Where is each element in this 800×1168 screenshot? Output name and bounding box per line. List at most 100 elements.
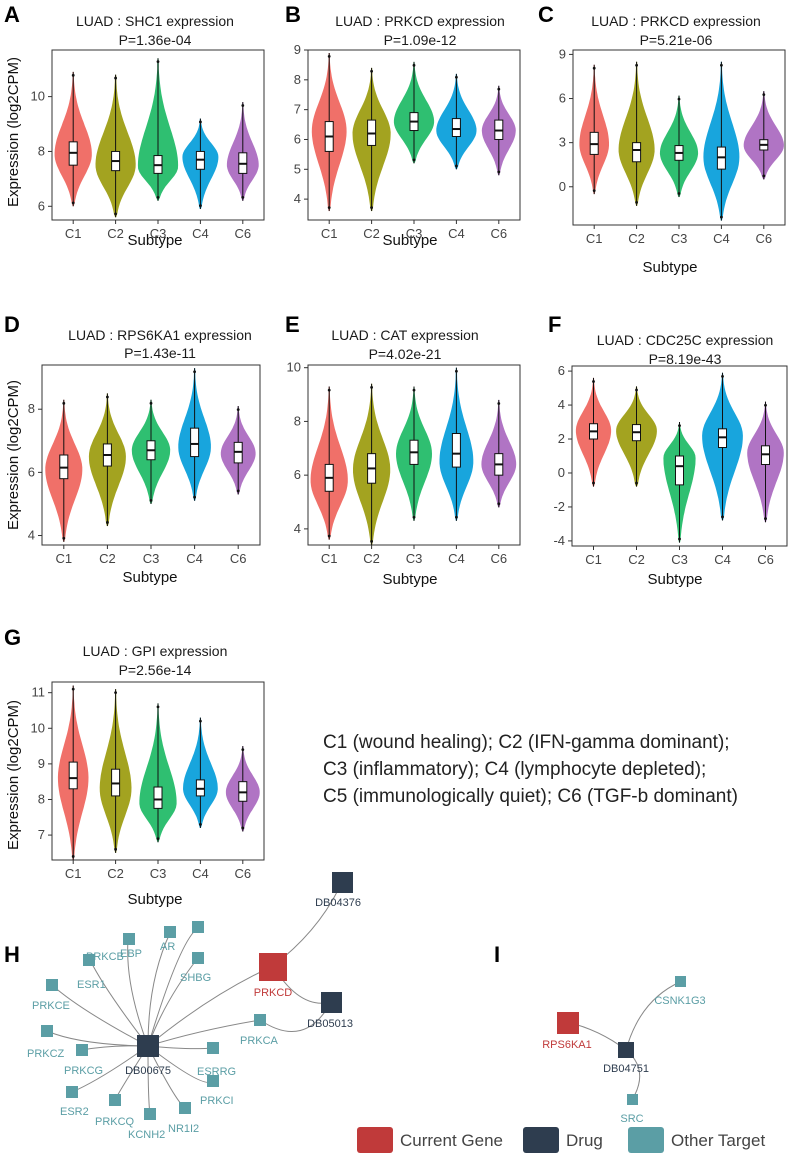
outlier-a-c2 [114, 76, 117, 80]
ytick-label-g: 8 [38, 791, 45, 806]
label-prkcz: PRKCZ [27, 1048, 65, 1060]
outlier-g-c4 [199, 719, 202, 723]
target-node-prkcg [76, 1044, 88, 1056]
panel-f: F LUAD : CDC25C expression P=8.19e-43 Su… [548, 312, 788, 588]
drug-node-db05013 [321, 992, 342, 1013]
outlier-e-c3 [412, 388, 416, 392]
ytick-label-g: 9 [38, 756, 45, 771]
drug-node-db00675 [137, 1035, 159, 1057]
caption-line-1: C1 (wound healing); C2 (IFN-gamma domina… [323, 732, 730, 753]
outlier-e-c4 [455, 369, 458, 373]
outlier-d-c2 [106, 521, 109, 524]
label-db05013: DB05013 [307, 1018, 353, 1030]
target-node-esrrg [207, 1042, 219, 1054]
xtick-label-b-c2: C2 [363, 226, 380, 241]
xtick-label-g-c6: C6 [234, 866, 251, 881]
target-node-prkca [254, 1014, 266, 1026]
plot-e: 4 6 8 10 C1 C2 C3 C4 C6 [287, 360, 521, 566]
ylabel-d: Expression (log2CPM) [5, 380, 22, 530]
xtick-label-b-c6: C6 [490, 226, 507, 241]
ytick-label-c: 0 [559, 179, 566, 194]
ytick-label-f: 0 [558, 465, 565, 480]
gene-node-prkcd [259, 953, 287, 981]
ytick-label-e: 6 [294, 467, 301, 482]
outlier-b-c1 [327, 54, 331, 58]
outlier-c-c6 [762, 174, 766, 178]
chart-title-a: LUAD : SHC1 expression [76, 13, 234, 29]
outlier-d-c2 [106, 395, 109, 399]
ytick-label-f: 2 [558, 431, 565, 446]
panel-i-network: I RPS6KA1 DB04751 CSNK1G3 SRC [494, 942, 706, 1125]
label-ebp: EBP [120, 948, 142, 960]
xtick-label-c-c6: C6 [755, 231, 772, 246]
ylabel-g: Expression (log2CPM) [5, 700, 22, 850]
label-src: SRC [620, 1113, 643, 1125]
plot-d: 4 6 8 C1 C2 C3 C4 C6 [28, 364, 261, 566]
xtick-label-e-c1: C1 [321, 551, 338, 566]
outlier-a-c4 [199, 204, 202, 208]
panel-c: C LUAD : PRKCD expression P=5.21e-06 Sub… [538, 2, 786, 276]
panel-label-d: D [4, 312, 20, 337]
outlier-e-c2 [370, 540, 373, 543]
ytick-label-f: -2 [553, 499, 565, 514]
target-node-nr1i2 [179, 1102, 191, 1114]
target-node-prkce [46, 979, 58, 991]
panel-e: E LUAD : CAT expression P=4.02e-21 Subty… [285, 312, 521, 588]
xtick-label-f-c6: C6 [757, 552, 774, 567]
ytick-label-f: -4 [553, 533, 565, 548]
outlier-c-c3 [677, 192, 681, 195]
subtype-caption: C1 (wound healing); C2 (IFN-gamma domina… [323, 732, 738, 807]
outlier-d-c6 [236, 408, 240, 412]
panel-label-g: G [4, 625, 21, 650]
box-g-c1 [68, 761, 78, 790]
label-prkce: PRKCE [32, 1000, 70, 1012]
xtick-label-c-c2: C2 [628, 231, 645, 246]
ytick-label-b: 7 [294, 102, 301, 117]
box-b-c4 [451, 118, 461, 137]
plot-b: 4 5 6 7 8 9 C1 C2 C3 C4 C6 [294, 42, 521, 241]
ytick-label-b: 6 [294, 131, 301, 146]
target-node-ebp [164, 926, 176, 938]
outlier-g-c2 [114, 691, 117, 695]
ytick-label-e: 10 [287, 360, 301, 375]
panel-g: G LUAD : GPI expression P=2.56e-14 Expre… [4, 625, 265, 908]
edge-db00675-prkcd [147, 965, 274, 1047]
ylabel-a: Expression (log2CPM) [5, 57, 22, 207]
panel-label-c: C [538, 2, 554, 27]
xtick-label-b-c3: C3 [406, 226, 423, 241]
xtick-label-a-c1: C1 [65, 226, 82, 241]
chart-pvalue-b: P=1.09e-12 [384, 32, 457, 48]
xtick-label-d-c4: C4 [186, 551, 203, 566]
panel-label-f: F [548, 312, 561, 337]
outlier-a-c6 [241, 104, 245, 107]
ytick-label-b: 8 [294, 72, 301, 87]
legend-label-target: Other Target [671, 1131, 765, 1150]
outlier-g-c3 [156, 837, 160, 841]
ytick-label-d: 6 [28, 464, 35, 479]
edge-db00675-prkcb [127, 939, 149, 1047]
target-node-prkcz [41, 1025, 53, 1037]
outlier-a-c3 [156, 196, 160, 199]
outlier-e-c1 [327, 388, 331, 392]
outlier-a-c3 [156, 60, 160, 64]
label-prkcb: PRKCB [86, 951, 124, 963]
network-h-edges [46, 881, 343, 1115]
outlier-a-c2 [114, 212, 117, 216]
ytick-label-c: 6 [559, 91, 566, 106]
chart-title-f: LUAD : CDC25C expression [597, 332, 774, 348]
xtick-label-f-c3: C3 [671, 552, 688, 567]
plot-g: 7 8 9 10 11 C1 C2 C3 C4 C6 [31, 681, 265, 881]
ytick-label-a: 10 [31, 89, 45, 104]
outlier-b-c4 [455, 75, 458, 79]
plot-a: 6 8 10 C1 C2 C3 C4 C6 [31, 49, 265, 241]
xtick-label-f-c1: C1 [585, 552, 602, 567]
panel-h-network: H DB00675 DB04376 DB05013 [4, 872, 361, 1141]
outlier-b-c6 [497, 87, 501, 91]
label-ar: AR [160, 941, 175, 953]
outlier-f-c2 [635, 481, 638, 485]
outlier-b-c2 [370, 69, 373, 73]
ytick-label-c: 3 [559, 135, 566, 150]
ytick-label-c: 9 [559, 46, 566, 61]
ytick-label-a: 8 [38, 143, 45, 158]
outlier-d-c4 [193, 370, 197, 374]
